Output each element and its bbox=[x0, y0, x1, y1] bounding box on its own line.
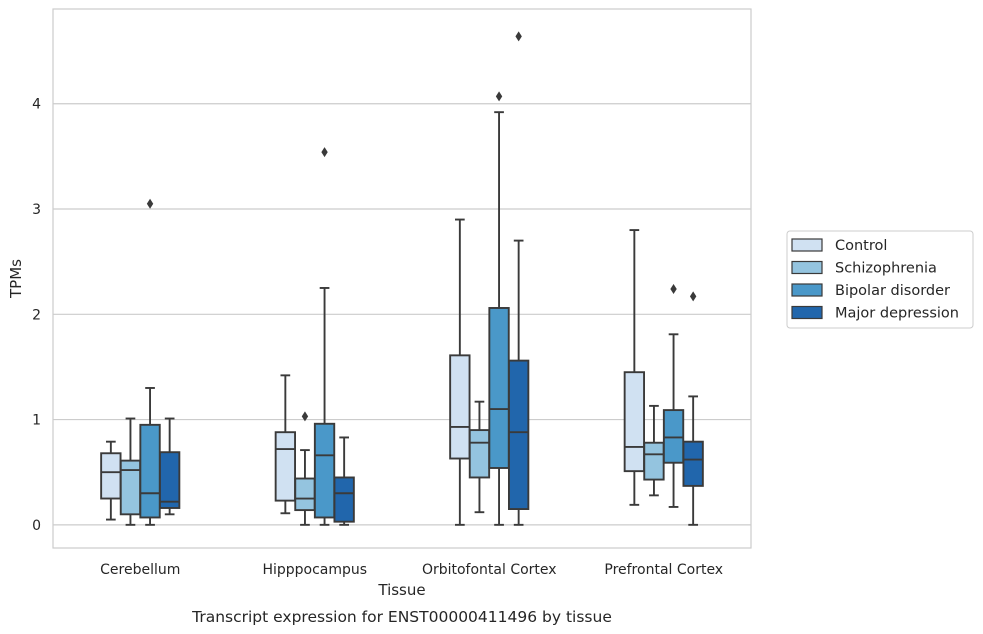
outlier-point bbox=[301, 411, 309, 422]
box-iqr bbox=[643, 441, 665, 481]
outlier-point bbox=[689, 291, 697, 302]
box-iqr bbox=[662, 409, 685, 464]
box-iqr bbox=[333, 476, 355, 523]
x-ticks: Cerebellum Hipppocampus Orbitofontal Corte… bbox=[100, 562, 723, 578]
box-1-2 bbox=[274, 374, 296, 515]
outlier-point bbox=[515, 31, 522, 42]
outlier-point bbox=[321, 147, 328, 158]
legend-label: Control bbox=[835, 238, 887, 254]
y-axis-label: TPMs bbox=[7, 259, 25, 299]
y-tick-label: 3 bbox=[32, 202, 41, 218]
box-2-2 bbox=[294, 411, 316, 526]
legend-swatch bbox=[791, 260, 823, 275]
box-3-3 bbox=[488, 91, 510, 526]
legend-label: Major depression bbox=[835, 306, 959, 322]
box-iqr bbox=[488, 307, 510, 469]
x-tick-label: Prefrontal Cortex bbox=[604, 562, 723, 578]
box-iqr bbox=[623, 371, 646, 473]
outlier-point bbox=[670, 284, 677, 295]
x-axis-label: Tissue bbox=[377, 581, 425, 599]
box-4-4 bbox=[682, 291, 704, 526]
legend-label: Bipolar disorder bbox=[835, 283, 950, 299]
box-2-1 bbox=[119, 417, 142, 526]
x-tick-label: Orbitofontal Cortex bbox=[422, 562, 557, 578]
y-tick-label: 2 bbox=[32, 307, 41, 323]
box-iqr bbox=[274, 431, 296, 502]
legend-item: Schizophrenia bbox=[791, 260, 937, 277]
box-3-2 bbox=[313, 147, 336, 526]
chart-caption: Transcript expression for ENST0000041149… bbox=[191, 608, 612, 626]
box-1-4 bbox=[623, 229, 646, 506]
legend-swatch bbox=[791, 238, 823, 252]
box-iqr bbox=[139, 423, 161, 519]
box-iqr bbox=[100, 452, 122, 500]
plot-frame bbox=[52, 8, 752, 549]
box-3-1 bbox=[139, 198, 161, 526]
x-tick-label: Cerebellum bbox=[100, 562, 180, 578]
y-ticks: 0 1 2 3 4 bbox=[32, 97, 41, 534]
box-4-3 bbox=[508, 31, 530, 526]
box-4-1 bbox=[158, 417, 181, 516]
box-iqr bbox=[313, 422, 336, 519]
box-iqr bbox=[468, 429, 491, 479]
legend-item: Control bbox=[791, 238, 887, 254]
legend-swatch bbox=[791, 283, 823, 297]
box-1-3 bbox=[449, 218, 471, 526]
box-1-1 bbox=[100, 440, 122, 521]
box-4-2 bbox=[333, 436, 355, 526]
legend-frame bbox=[786, 230, 974, 329]
box-iqr bbox=[294, 477, 316, 512]
box-iqr bbox=[449, 354, 471, 460]
box-iqr bbox=[158, 451, 181, 509]
box-2-3 bbox=[468, 400, 491, 514]
legend-item: Bipolar disorder bbox=[791, 283, 950, 299]
box-3-4 bbox=[662, 284, 685, 508]
legend-label: Schizophrenia bbox=[835, 261, 937, 277]
boxes bbox=[100, 31, 704, 526]
box-iqr bbox=[119, 459, 142, 516]
box-iqr bbox=[682, 440, 704, 487]
y-tick-label: 1 bbox=[32, 413, 41, 429]
y-tick-label: 4 bbox=[32, 97, 41, 113]
legend-swatch bbox=[791, 305, 823, 320]
outlier-point bbox=[146, 198, 154, 209]
legend-item: Major depression bbox=[791, 305, 959, 322]
outlier-point bbox=[495, 91, 503, 102]
box-iqr bbox=[508, 359, 530, 510]
y-tick-label: 0 bbox=[32, 518, 41, 534]
legend: Control Schizophrenia Bipolar disorder Majo… bbox=[786, 230, 974, 329]
x-tick-label: Hipppocampus bbox=[262, 562, 367, 578]
